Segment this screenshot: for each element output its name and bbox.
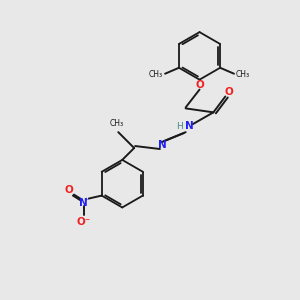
Text: CH₃: CH₃ xyxy=(109,119,123,128)
Text: +: + xyxy=(83,196,88,202)
Text: H: H xyxy=(176,122,183,131)
Text: CH₃: CH₃ xyxy=(149,70,163,79)
Text: CH₃: CH₃ xyxy=(236,70,250,79)
Text: O: O xyxy=(195,80,204,90)
Text: O⁻: O⁻ xyxy=(77,217,91,227)
Text: O: O xyxy=(225,86,234,97)
Text: N: N xyxy=(185,121,194,131)
Text: N: N xyxy=(80,197,88,208)
Text: O: O xyxy=(64,184,73,195)
Text: N: N xyxy=(158,140,166,150)
